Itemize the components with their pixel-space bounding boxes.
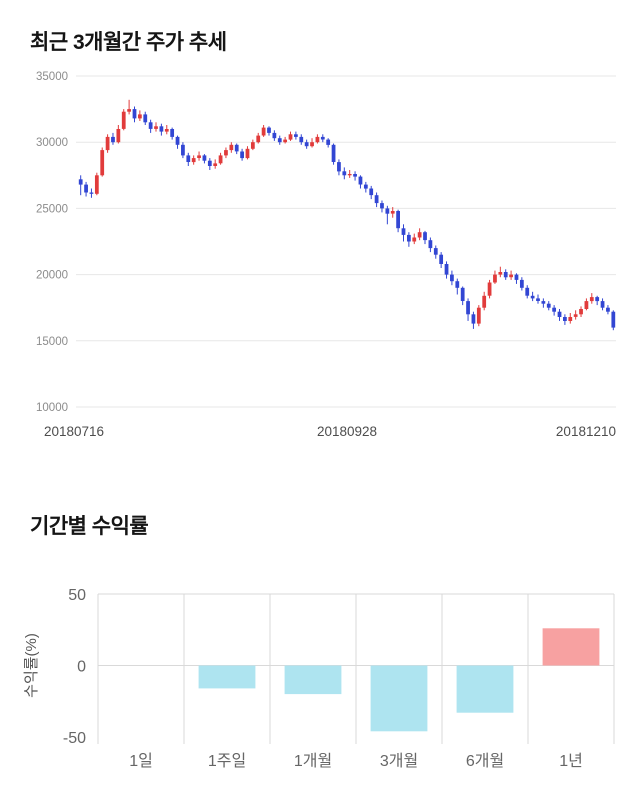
svg-text:3개월: 3개월: [380, 752, 418, 770]
svg-text:35000: 35000: [36, 71, 68, 83]
price-trend-title: 최근 3개월간 주가 추세: [30, 31, 227, 54]
y-grid-and-ticks: 10000 15000 20000 25000 30000 35000: [36, 71, 616, 414]
svg-text:15000: 15000: [36, 336, 68, 348]
y-axis: 50 0 -50 수익률(%): [23, 587, 86, 747]
candles: [78, 99, 616, 331]
svg-text:20000: 20000: [36, 270, 68, 282]
x-axis-labels: 20180716 20180928 20181210: [44, 424, 616, 439]
svg-text:1년: 1년: [559, 752, 583, 770]
svg-text:6개월: 6개월: [466, 752, 504, 770]
svg-text:25000: 25000: [36, 203, 68, 215]
category-labels: 1일 1주일 1개월 3개월 6개월 1년: [129, 752, 583, 770]
svg-text:20181210: 20181210: [556, 424, 616, 439]
bars: [198, 628, 600, 732]
returns-title: 기간별 수익률: [30, 515, 149, 538]
svg-text:30000: 30000: [36, 137, 68, 149]
svg-text:50: 50: [68, 587, 86, 604]
svg-text:20180716: 20180716: [44, 424, 104, 439]
y-axis-title: 수익률(%): [23, 633, 40, 698]
svg-text:1개월: 1개월: [294, 752, 332, 770]
returns-bar-chart: 50 0 -50 수익률(%) 1일 1주일 1개월 3개월 6개월 1년: [23, 587, 615, 770]
svg-text:1주일: 1주일: [208, 752, 246, 770]
svg-text:1일: 1일: [129, 752, 153, 770]
svg-text:10000: 10000: [36, 402, 68, 414]
svg-text:-50: -50: [63, 730, 86, 747]
svg-text:0: 0: [77, 659, 86, 676]
svg-text:20180928: 20180928: [317, 424, 377, 439]
bar-grid: [97, 593, 615, 744]
